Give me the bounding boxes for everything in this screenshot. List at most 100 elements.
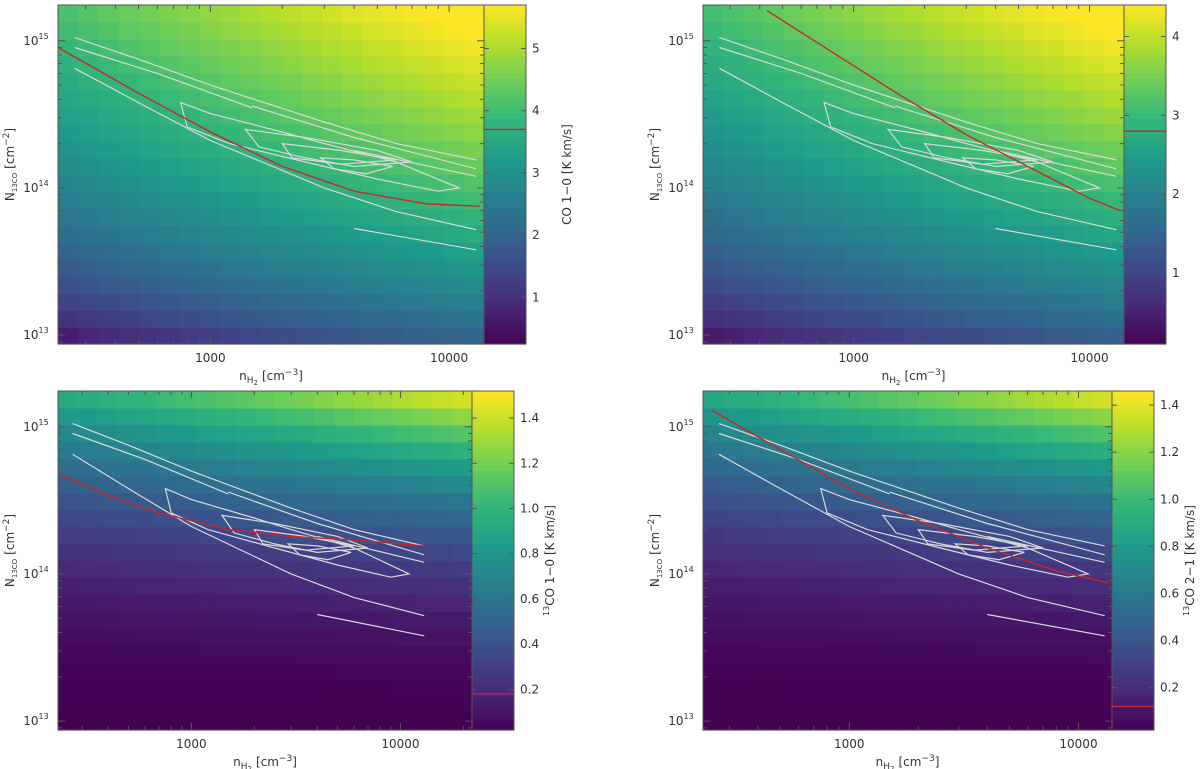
heatmap-cell bbox=[878, 458, 899, 477]
heatmap-cell bbox=[843, 242, 864, 260]
heatmap-cell bbox=[943, 140, 965, 159]
contours bbox=[72, 423, 425, 637]
heatmap-cell bbox=[703, 458, 724, 477]
heatmap-cell bbox=[1043, 242, 1065, 260]
heatmap-cell bbox=[1003, 310, 1025, 328]
heatmap-cell bbox=[858, 424, 879, 443]
heatmap-cell bbox=[783, 327, 804, 345]
heatmap-cell bbox=[1053, 611, 1074, 629]
heatmap-cell bbox=[179, 5, 201, 23]
heatmap-cell bbox=[196, 543, 217, 562]
heatmap-cell bbox=[58, 259, 79, 277]
colorbar-segment bbox=[472, 537, 514, 545]
heatmap-cell bbox=[917, 577, 938, 595]
colorbar-tick-label: 1.4 bbox=[1160, 398, 1179, 412]
heatmap-cell bbox=[58, 157, 79, 176]
heatmap-cell bbox=[353, 509, 375, 528]
heatmap-cell bbox=[255, 628, 276, 646]
heatmap-cell bbox=[443, 55, 465, 74]
heatmap-cell bbox=[943, 55, 965, 74]
heatmap-cell bbox=[723, 174, 744, 193]
heatmap-cell bbox=[983, 89, 1005, 108]
heatmap-cell bbox=[800, 526, 821, 545]
heatmap-cell bbox=[452, 475, 473, 494]
heatmap-cell bbox=[1103, 191, 1125, 209]
colorbar-segment bbox=[484, 225, 526, 232]
heatmap-cell bbox=[741, 560, 763, 579]
contour-open bbox=[894, 105, 1117, 170]
heatmap-cell bbox=[1063, 21, 1085, 40]
contours bbox=[74, 37, 477, 251]
contour-closed bbox=[286, 543, 352, 561]
heatmap-cell bbox=[936, 679, 957, 697]
colorbar-tick-label: 0.6 bbox=[520, 592, 539, 606]
heatmap-cell bbox=[917, 645, 938, 663]
heatmap-cell bbox=[723, 259, 744, 277]
heatmap-cell bbox=[1043, 5, 1065, 23]
colorbar-segment bbox=[1124, 214, 1166, 221]
heatmap-cell bbox=[883, 106, 905, 125]
heatmap-cell bbox=[722, 577, 743, 595]
heatmap-cell bbox=[723, 72, 744, 91]
heatmap-cell bbox=[1053, 509, 1074, 528]
heatmap-cell bbox=[1014, 475, 1035, 494]
heatmap-cell bbox=[800, 391, 821, 409]
heatmap-cell bbox=[995, 475, 1016, 494]
heatmap-cell bbox=[353, 628, 375, 646]
heatmap-cell bbox=[443, 310, 465, 328]
heatmap-cell bbox=[863, 89, 885, 108]
heatmap-cell bbox=[1003, 327, 1025, 345]
heatmap-cell bbox=[839, 543, 860, 562]
heatmap-cell bbox=[983, 5, 1005, 23]
heatmap-cell bbox=[58, 310, 79, 328]
colorbar-segment bbox=[484, 118, 526, 125]
heatmap-cell bbox=[1043, 208, 1065, 226]
heatmap-cell bbox=[1014, 696, 1035, 714]
heatmap-cell bbox=[1103, 174, 1125, 193]
heatmap-cell bbox=[301, 140, 323, 159]
heatmap-cell bbox=[703, 645, 724, 663]
colorbar-segment bbox=[1124, 327, 1166, 334]
colorbar-segment bbox=[472, 475, 514, 482]
heatmap-cell bbox=[917, 458, 938, 477]
heatmap-cell bbox=[800, 577, 821, 595]
contour-open bbox=[72, 423, 425, 547]
heatmap-cell bbox=[761, 696, 782, 714]
heatmap-cell bbox=[956, 577, 977, 595]
colorbar-tick-label: 0.2 bbox=[520, 682, 539, 696]
heatmap-cell bbox=[176, 526, 197, 545]
heatmap-cell bbox=[362, 106, 384, 125]
heatmap-cell bbox=[800, 424, 821, 443]
heatmap-cell bbox=[995, 713, 1016, 731]
y-tick-label: 1013 bbox=[23, 712, 48, 728]
heatmap-cell bbox=[936, 696, 957, 714]
colorbar-segment bbox=[1124, 5, 1166, 12]
heatmap-cell bbox=[1103, 72, 1125, 91]
heatmap-cell bbox=[743, 5, 764, 23]
colorbar-segment bbox=[472, 453, 514, 460]
heatmap-cell bbox=[903, 5, 925, 23]
colorbar-segment bbox=[484, 5, 526, 12]
heatmap-cell bbox=[156, 492, 177, 511]
heatmap-cell bbox=[200, 293, 221, 311]
heatmap-cell bbox=[1063, 259, 1085, 277]
heatmap-cell bbox=[255, 577, 276, 595]
heatmap-cell bbox=[703, 543, 724, 562]
heatmap-cell bbox=[703, 225, 724, 243]
heatmap-cell bbox=[1092, 458, 1113, 477]
heatmap-cell bbox=[823, 242, 844, 260]
contour-open bbox=[987, 613, 1105, 637]
heatmap-cell bbox=[723, 242, 744, 260]
heatmap-cell bbox=[1053, 713, 1074, 731]
contour-closed bbox=[823, 101, 1102, 192]
heatmap-cell bbox=[78, 208, 100, 226]
heatmap-cell bbox=[923, 293, 945, 311]
heatmap-cell bbox=[703, 174, 724, 193]
heatmap-cell bbox=[58, 123, 79, 142]
heatmap-cell bbox=[240, 5, 262, 23]
heatmap-cell bbox=[1003, 225, 1025, 243]
heatmap-cell bbox=[452, 391, 473, 409]
heatmap-cell bbox=[97, 424, 118, 443]
contour-open bbox=[995, 227, 1117, 251]
